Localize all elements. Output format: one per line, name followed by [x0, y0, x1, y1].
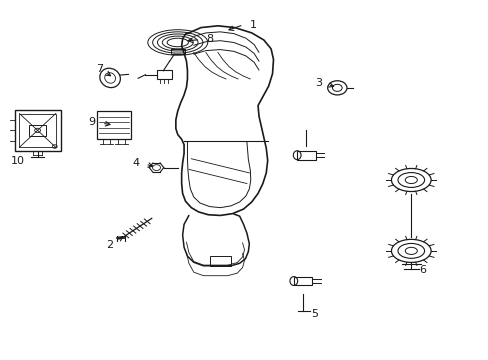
- Text: 8: 8: [205, 34, 212, 44]
- Text: 5: 5: [310, 309, 318, 319]
- Bar: [15, 110, 61, 151]
- Bar: [96, 111, 131, 139]
- Text: 6: 6: [419, 265, 426, 275]
- Text: 3: 3: [314, 78, 321, 88]
- Text: 9: 9: [88, 117, 95, 127]
- Text: 2: 2: [106, 239, 113, 249]
- Bar: [293, 276, 311, 285]
- Bar: [29, 125, 46, 136]
- Text: 7: 7: [96, 64, 103, 75]
- Bar: [297, 151, 315, 159]
- Text: 1: 1: [249, 20, 256, 30]
- Bar: [156, 70, 172, 79]
- Text: 10: 10: [11, 156, 25, 166]
- Text: 4: 4: [132, 158, 139, 168]
- Bar: [20, 113, 56, 147]
